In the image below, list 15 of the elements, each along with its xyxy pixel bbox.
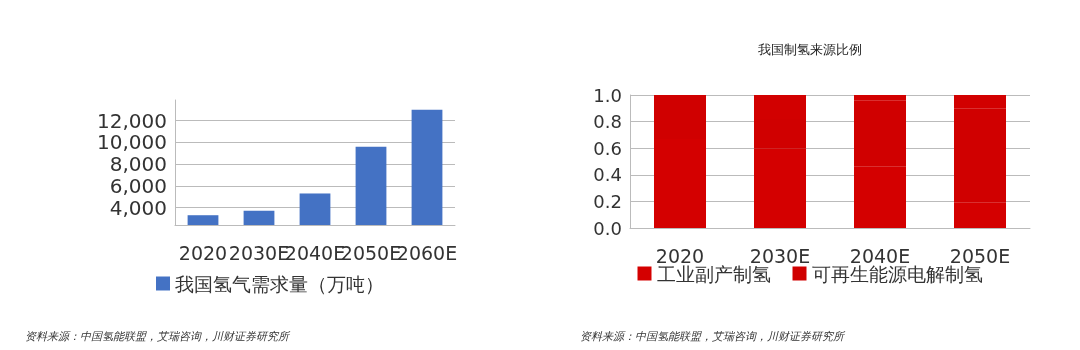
text: 资料来源：中国氢能联盟，艾瑞咨询，川财证券研究所 [580, 330, 846, 343]
text: 资料来源：中国氢能联盟，艾瑞咨询，川财证券研究所 [25, 330, 291, 343]
legend-label: 可再生能源电解制氢 [811, 262, 983, 285]
y-tick-label: 0.0 [593, 217, 622, 239]
y-tick-label: 0.4 [593, 164, 622, 186]
x-tick-label: 2020 [178, 241, 228, 264]
y-tick-label: 10,000 [97, 130, 167, 155]
legend-label: 我国氢气需求量（万吨） [175, 272, 384, 295]
y-tick-label: 1.0 [593, 84, 622, 106]
y-tick-label: 0.6 [593, 137, 622, 159]
y-tick-label: 0.2 [593, 190, 622, 212]
y-tick-label: 0.8 [593, 111, 622, 133]
chart-title: 我国制氢来源比例 [758, 42, 862, 57]
y-tick-label: 12,000 [97, 108, 167, 133]
y-tick-label: 4,000 [109, 195, 167, 220]
